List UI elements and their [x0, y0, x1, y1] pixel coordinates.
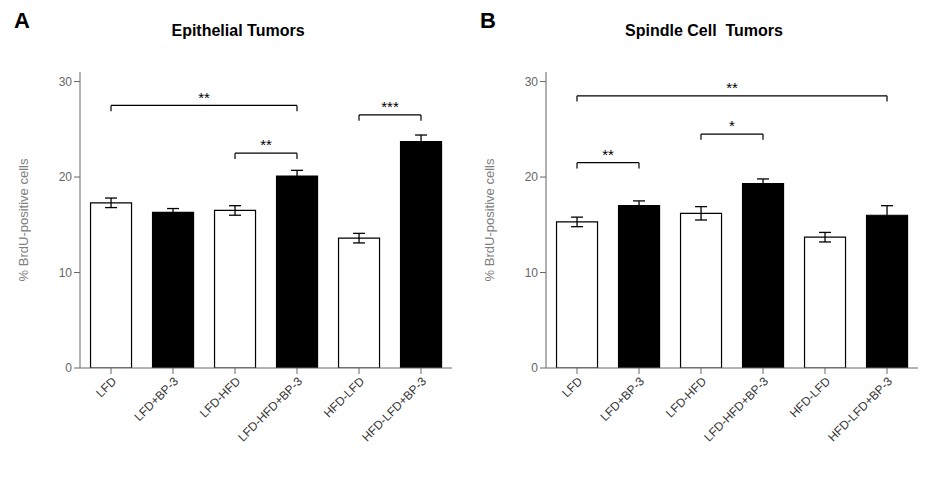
html-text:A: A [14, 8, 30, 33]
svg-text:30: 30 [59, 75, 73, 89]
svg-text:**: ** [260, 136, 272, 153]
svg-text:HFD-LFD+BP-3: HFD-LFD+BP-3 [825, 374, 895, 444]
svg-text:**: ** [726, 79, 738, 96]
svg-text:% BrdU-positive cells: % BrdU-positive cells [16, 158, 31, 281]
svg-text:LFD+BP-3: LFD+BP-3 [597, 374, 647, 424]
svg-text:HFD-LFD: HFD-LFD [787, 374, 833, 420]
svg-text:LFD: LFD [559, 374, 585, 400]
svg-text:30: 30 [525, 75, 539, 89]
svg-text:LFD-HFD: LFD-HFD [663, 374, 709, 420]
html-text:B: B [480, 8, 496, 33]
svg-text:0: 0 [65, 361, 72, 375]
svg-text:0: 0 [531, 361, 538, 375]
svg-text:10: 10 [525, 266, 539, 280]
svg-text:***: *** [381, 98, 399, 115]
svg-text:**: ** [602, 146, 614, 163]
svg-text:**: ** [198, 89, 210, 106]
svg-text:LFD+BP-3: LFD+BP-3 [131, 374, 181, 424]
html-text:Spindle Cell Tumors: Spindle Cell Tumors [625, 22, 783, 39]
svg-text:HFD-LFD: HFD-LFD [321, 374, 367, 420]
svg-text:LFD-HFD: LFD-HFD [197, 374, 243, 420]
svg-text:LFD: LFD [93, 374, 119, 400]
svg-text:LFD-HFD+BP-3: LFD-HFD+BP-3 [235, 374, 305, 444]
svg-text:% BrdU-positive cells: % BrdU-positive cells [482, 158, 497, 281]
html-text:Epithelial Tumors: Epithelial Tumors [171, 22, 305, 39]
svg-text:*: * [729, 117, 735, 134]
svg-text:LFD-HFD+BP-3: LFD-HFD+BP-3 [701, 374, 771, 444]
svg-text:HFD-LFD+BP-3: HFD-LFD+BP-3 [359, 374, 429, 444]
svg-text:10: 10 [59, 266, 73, 280]
svg-text:20: 20 [59, 170, 73, 184]
svg-text:20: 20 [525, 170, 539, 184]
